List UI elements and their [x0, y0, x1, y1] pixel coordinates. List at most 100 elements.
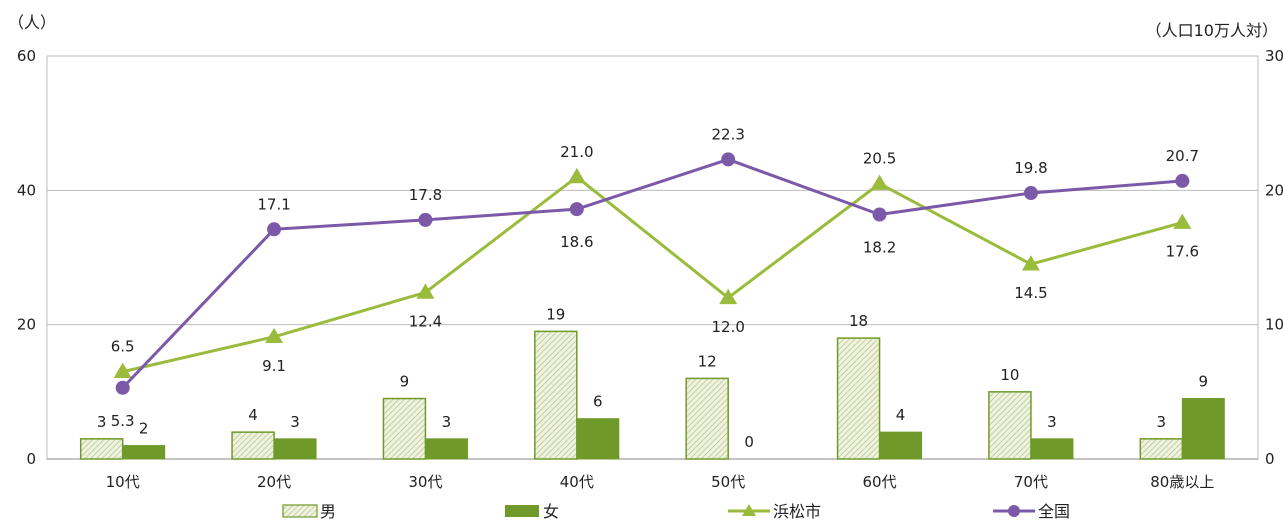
- legend-swatch-male: [282, 504, 318, 518]
- point-national: [1175, 173, 1190, 188]
- bar-male-label: 10: [1000, 366, 1019, 384]
- national-label: 18.6: [560, 233, 593, 251]
- bar-female-label: 0: [744, 433, 754, 451]
- bar-male: [836, 337, 881, 460]
- category-label: 20代: [257, 473, 291, 491]
- right-tick-label: 20: [1265, 181, 1283, 199]
- bar-female-label: 3: [442, 413, 452, 431]
- bar-male: [988, 391, 1032, 460]
- bar-male: [79, 438, 124, 460]
- point-hamamatsu: [870, 174, 889, 190]
- category-label: 40代: [560, 473, 594, 491]
- legend: 男 女 浜松市 全国: [282, 502, 1070, 521]
- category-label: 60代: [863, 473, 897, 491]
- bar-male-label: 19: [546, 305, 565, 323]
- point-national: [267, 222, 282, 237]
- bar-male-label: 3: [97, 413, 107, 431]
- left-tick-label: 40: [17, 181, 36, 199]
- left-axis-unit: （人）: [8, 13, 56, 32]
- right-tick-label: 30: [1265, 47, 1283, 65]
- bar-male-label: 18: [849, 312, 868, 330]
- legend-marker-hamamatsu: [742, 504, 756, 516]
- point-hamamatsu: [719, 288, 738, 305]
- bar-female-label: 2: [139, 420, 149, 438]
- plot-frame: [46, 55, 1259, 460]
- point-hamamatsu: [1021, 255, 1040, 271]
- national-label: 17.8: [409, 186, 442, 204]
- bar-male: [534, 330, 578, 460]
- category-label: 50代: [711, 473, 745, 491]
- national-label: 19.8: [1014, 159, 1047, 177]
- lines: [113, 152, 1192, 395]
- category-label: 10代: [106, 473, 140, 491]
- national-label: 22.3: [711, 125, 744, 143]
- national-label: 17.1: [257, 195, 290, 213]
- bar-female: [576, 418, 620, 460]
- point-hamamatsu: [416, 283, 435, 299]
- bar-female: [879, 431, 923, 460]
- hamamatsu-label: 14.5: [1014, 284, 1047, 302]
- national-label: 20.7: [1166, 147, 1199, 165]
- bar-male: [1139, 438, 1184, 460]
- bar-female: [122, 445, 166, 460]
- point-hamamatsu: [113, 362, 132, 378]
- hamamatsu-label: 17.6: [1166, 243, 1199, 261]
- category-label: 70代: [1014, 473, 1048, 491]
- line-hamamatsu: [122, 175, 1183, 374]
- legend-marker-national: [1008, 505, 1020, 517]
- bar-male-label: 9: [400, 373, 410, 391]
- data-labels: 3 2 4 3 9 3 19 6 12 0 18 4 10 3 3 9 6.5 5.3 9.1 17.1 12.4 17.…: [97, 125, 1208, 451]
- line-national: [121, 157, 1183, 389]
- bar-male-label: 4: [248, 406, 258, 424]
- bar-female-label: 6: [593, 393, 603, 411]
- legend-label-male: 男: [320, 502, 336, 521]
- legend-label-national: 全国: [1038, 502, 1070, 521]
- bar-female: [424, 438, 468, 460]
- right-axis-ticks: 0 10 20 30: [1265, 47, 1283, 468]
- point-hamamatsu: [1173, 213, 1192, 229]
- bar-male-label: 3: [1157, 413, 1167, 431]
- bar-female-label: 3: [1047, 413, 1057, 431]
- bar-female-label: 4: [896, 406, 906, 424]
- bars: [79, 330, 1225, 460]
- bar-male: [231, 431, 275, 460]
- hamamatsu-label: 9.1: [262, 357, 286, 375]
- left-axis-ticks: 0 20 40 60: [17, 47, 36, 468]
- hamamatsu-label: 20.5: [863, 150, 896, 168]
- point-national: [721, 152, 736, 167]
- bar-male-label: 12: [698, 352, 717, 370]
- point-national: [569, 202, 584, 217]
- bar-female-label: 3: [290, 413, 300, 431]
- right-tick-label: 10: [1265, 316, 1283, 334]
- right-axis-unit: （人口10万人対）: [1146, 21, 1278, 40]
- national-label: 18.2: [863, 239, 896, 257]
- hamamatsu-label: 6.5: [111, 338, 135, 356]
- bar-male: [382, 397, 427, 460]
- point-national: [418, 212, 433, 227]
- left-tick-label: 20: [17, 316, 36, 334]
- point-hamamatsu: [567, 167, 586, 184]
- bar-female: [1181, 398, 1225, 460]
- bar-female: [1030, 438, 1074, 460]
- point-national: [1023, 186, 1038, 201]
- gridlines: [46, 55, 1259, 460]
- point-national: [115, 380, 130, 395]
- hamamatsu-label: 12.4: [409, 312, 442, 330]
- hamamatsu-label: 12.0: [711, 318, 744, 336]
- left-tick-label: 0: [26, 450, 36, 468]
- legend-swatch-female: [505, 505, 539, 517]
- national-label: 5.3: [111, 412, 135, 430]
- right-tick-label: 0: [1265, 450, 1275, 468]
- legend-label-female: 女: [543, 502, 559, 521]
- bar-male: [685, 377, 729, 460]
- category-label: 30代: [408, 473, 442, 491]
- category-labels: 10代 20代 30代 40代 50代 60代 70代 80歳以上: [106, 473, 1215, 491]
- hamamatsu-label: 21.0: [560, 143, 593, 161]
- bar-female: [273, 438, 317, 460]
- bar-female-label: 9: [1199, 373, 1209, 391]
- point-hamamatsu: [265, 327, 284, 344]
- category-label: 80歳以上: [1150, 473, 1214, 491]
- point-national: [872, 207, 887, 222]
- left-tick-label: 60: [17, 47, 36, 65]
